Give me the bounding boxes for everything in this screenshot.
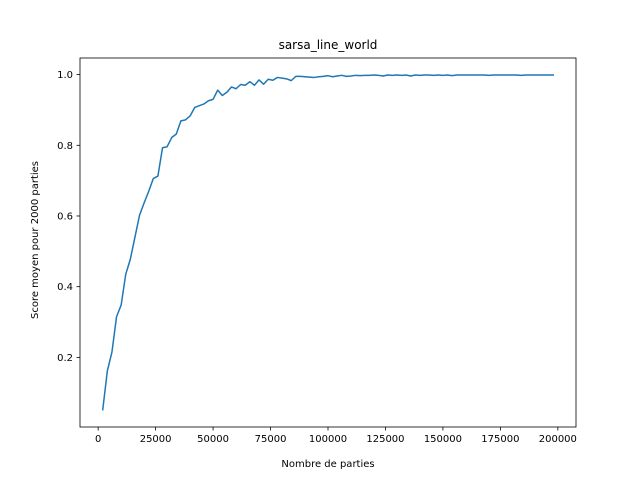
x-tick-label: 0 [95,434,101,445]
x-tick-label: 25000 [140,434,172,445]
chart-title: sarsa_line_world [279,38,378,52]
y-axis: 0.2 0.4 0.6 0.8 1.0 [57,70,80,364]
y-tick-label: 1.0 [57,70,73,81]
x-tick-label: 175000 [481,434,519,445]
x-axis: 0 25000 50000 75000 100000 125000 150000 175000… [95,427,577,445]
series-line [101,74,554,411]
y-tick-label: 0.4 [57,282,73,293]
x-tick-label: 150000 [424,434,462,445]
x-tick-label: 200000 [539,434,577,445]
x-axis-label: Nombre de parties [281,459,374,470]
y-tick-label: 0.8 [57,141,73,152]
y-tick-label: 0.2 [57,353,73,364]
y-tick-label: 0.6 [57,211,73,222]
y-axis-label: Score moyen pour 2000 parties [30,161,41,319]
x-tick-label: 125000 [366,434,404,445]
x-tick-label: 75000 [255,434,287,445]
x-tick-label: 100000 [309,434,347,445]
x-tick-label: 50000 [197,434,229,445]
